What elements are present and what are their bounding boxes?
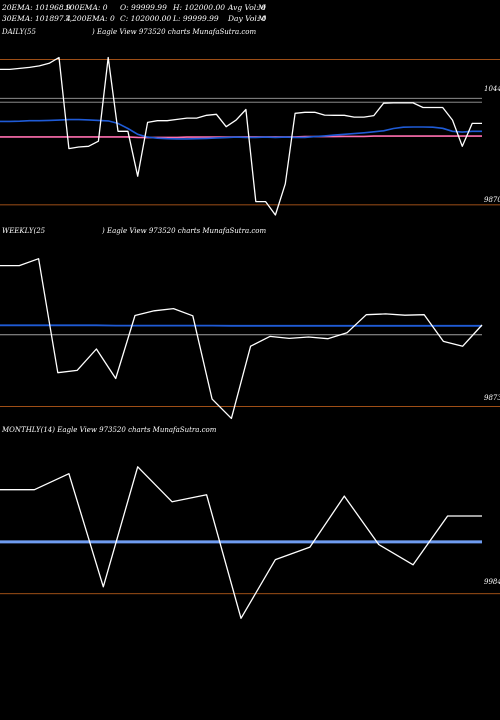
header-m1: M [257, 3, 266, 12]
plot-layer [0, 56, 500, 619]
header-ema100: 100EMA: 0 [65, 3, 108, 12]
daily-label-left: DAILY(55 [1, 28, 36, 36]
weekly-price-line [0, 258, 483, 420]
header-close: C: 102000.00 [120, 14, 171, 23]
header: 20EMA: 101968.9 100EMA: 0 O: 99999.99 H:… [1, 3, 267, 23]
header-ema30: 30EMA: 101897.4 [2, 14, 71, 23]
monthly-price-line [0, 466, 482, 619]
daily-ema-line-1 [0, 118, 482, 140]
weekly-ema-line-1 [0, 324, 482, 327]
header-day-vol: Day Vol: 0 [227, 14, 267, 23]
header-open: O: 99999.99 [120, 3, 167, 12]
daily-price-line [0, 56, 482, 216]
daily-y-top-label: 10443 [484, 85, 500, 93]
weekly-y-label: 9873 [484, 394, 500, 402]
daily-label-right: ) Eagle View 973520 charts MunafaSutra.c… [91, 28, 257, 36]
weekly-label-left: WEEKLY(25 [2, 227, 46, 235]
header-low: L: 99999.99 [172, 14, 219, 23]
header-avg-vol: Avg Vol: 0 [227, 3, 266, 12]
weekly-label-right: ) Eagle View 973520 charts MunafaSutra.c… [101, 227, 267, 235]
monthly-label: MONTHLY(14) Eagle View 973520 charts Mun… [1, 426, 217, 434]
monthly-y-label: 9984 [484, 578, 500, 586]
daily-y-bottom-label: 9870 [484, 196, 500, 204]
header-ema200: 7,200EMA: 0 [65, 14, 115, 23]
header-high: H: 102000.00 [172, 3, 225, 12]
header-m2: M [257, 14, 266, 23]
header-ema20: 20EMA: 101968.9 [1, 3, 71, 12]
